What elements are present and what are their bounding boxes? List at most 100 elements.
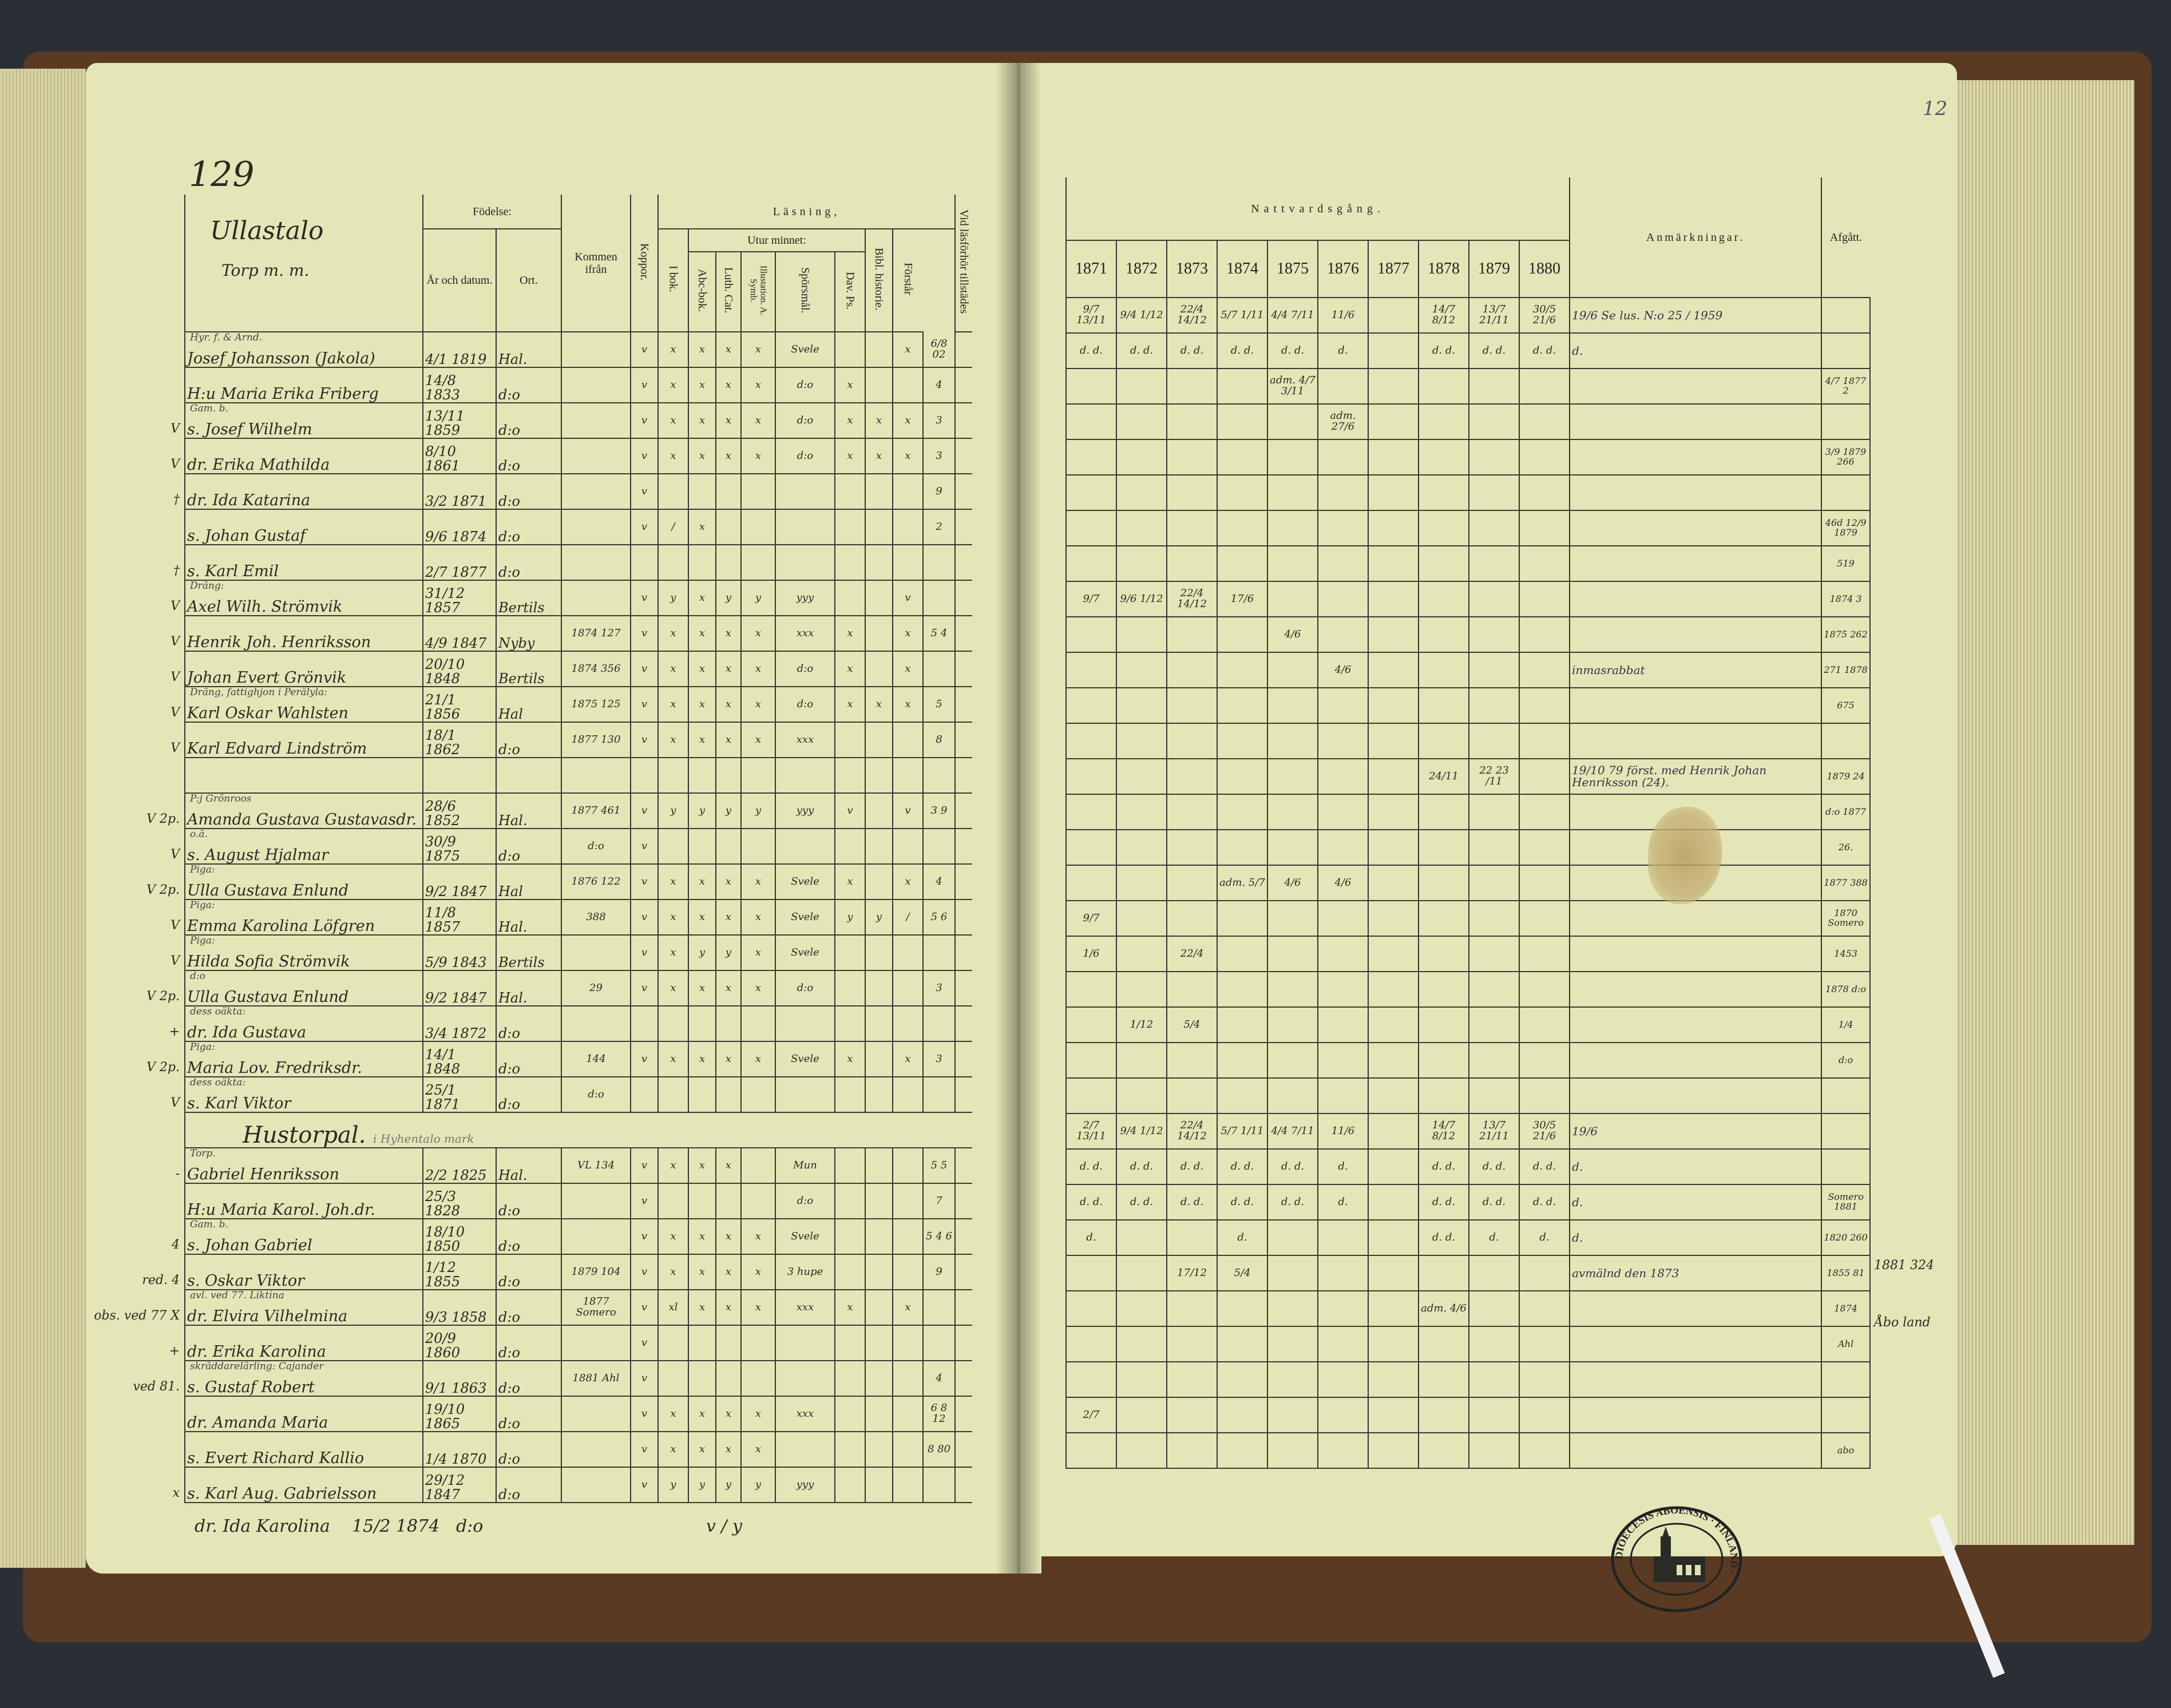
birth-place: d:o (496, 1396, 561, 1432)
communion-date: 5/4 (1217, 1255, 1267, 1291)
communion-date (1116, 1078, 1167, 1114)
reading-mark: x (865, 403, 893, 439)
communion-date: d. d. (1468, 333, 1519, 369)
reading-mark: x (865, 438, 893, 474)
reading-mark: v (630, 935, 658, 971)
reading-mark (892, 829, 923, 865)
reading-mark (775, 509, 835, 545)
reading-mark: x (892, 616, 923, 652)
communion-date (1267, 1078, 1318, 1114)
occupation-note: Hyr. f. & Arnd. (190, 332, 263, 343)
year-header: 1880 (1518, 240, 1570, 298)
reading-mark (834, 1361, 865, 1397)
communion-date (1518, 723, 1570, 759)
communion-date: 1/6 (1065, 936, 1116, 972)
communion-row: d. d. d. d. d. d. d. 1820 260 (1065, 1220, 1871, 1256)
reading-mark: x (715, 1219, 741, 1255)
name-cell (184, 758, 423, 794)
reading-mark: Svele (775, 1219, 835, 1255)
name-cell: - Torp. Gabriel Henriksson (176, 1148, 423, 1184)
remark (1569, 404, 1822, 440)
departed (1821, 333, 1871, 369)
communion-date (1065, 865, 1116, 901)
communion-row: adm. 4/7 3/11 4/7 1877 2 (1065, 368, 1871, 405)
communion-date: 4/6 (1317, 865, 1368, 901)
reading-mark (865, 1041, 893, 1077)
extra-cell (954, 829, 972, 865)
reading-mark: v (630, 438, 658, 474)
reading-mark (865, 1183, 893, 1219)
birth-date (422, 758, 496, 794)
reading-mark: y (715, 580, 741, 616)
below-name: dr. Ida Karolina (195, 1516, 330, 1536)
name-cell: V 2p. d:o Ulla Gustava Enlund (146, 970, 423, 1006)
reading-mark: v (630, 1041, 658, 1077)
communion-date (1116, 972, 1167, 1008)
reading-mark: x (657, 1432, 688, 1468)
communion-date (1166, 1326, 1217, 1362)
reading-mark: x (657, 687, 688, 723)
communion-date (1267, 439, 1318, 475)
birth-date: 11/8 1857 (422, 899, 496, 936)
reading-mark (922, 1467, 955, 1503)
reading-mark: Svele (775, 332, 835, 368)
communion-row: d. d. d. d. d. d. d. d. d. d. d. d. d. d. d. d. … (1065, 333, 1871, 369)
communion-date (1267, 1220, 1318, 1256)
remark (1569, 510, 1822, 546)
reading-mark: x (834, 1290, 865, 1326)
remark (1569, 1326, 1822, 1362)
communion-date (1368, 1397, 1419, 1433)
name-cell: s. Johan Gustaf (184, 509, 423, 545)
communion-date (1418, 510, 1469, 546)
reading-mark (922, 1325, 955, 1361)
reading-mark: Mun (775, 1148, 835, 1184)
reading-mark: x (688, 970, 716, 1006)
reading-mark: x (834, 687, 865, 723)
remark (1569, 1043, 1822, 1079)
page-number: 129 (189, 154, 255, 195)
reading-mark: x (715, 651, 741, 687)
table-row: V Karl Edvard Lindström 18/1 1862 d:o 1877 1… (171, 722, 972, 758)
communion-date (1267, 1255, 1318, 1291)
reading-mark (688, 474, 716, 510)
reading-mark (657, 1325, 688, 1361)
reading-mark (775, 545, 835, 581)
reading-mark: x (740, 1432, 775, 1468)
reading-mark: d:o (775, 438, 835, 474)
name-cell: V Henrik Joh. Henriksson (171, 616, 423, 652)
communion-date (1166, 475, 1217, 511)
reading-mark: x (740, 651, 775, 687)
reading-mark: d:o (775, 367, 835, 403)
table-row: V Dräng: Axel Wilh. Strömvik 31/12 1857 Bert… (171, 580, 972, 616)
reading-mark (865, 509, 893, 545)
reading-mark: x (715, 1432, 741, 1468)
reading-mark (892, 1254, 923, 1290)
departed: 1874 (1821, 1291, 1871, 1327)
reading-mark: x (740, 1254, 775, 1290)
communion-date: d. (1317, 1184, 1368, 1220)
communion-date: d. (1518, 1220, 1570, 1256)
extra-cell (954, 580, 972, 616)
reading-mark (892, 545, 923, 581)
header-forstar: Förstår (902, 263, 914, 295)
reading-mark: x (688, 332, 716, 368)
reading-mark: x (740, 970, 775, 1006)
person-name: s. Gustaf Robert (187, 1378, 315, 1396)
communion-date (1518, 1007, 1570, 1043)
communion-date (1518, 652, 1570, 688)
birth-place: d:o (496, 1183, 561, 1219)
birth-place: Nyby (496, 616, 561, 652)
communion-date (1468, 475, 1519, 511)
came-from: 1874 127 (561, 616, 631, 652)
table-row: x s. Karl Aug. Gabrielsson 29/12 1847 d:o v y… (173, 1467, 972, 1503)
communion-date (1065, 759, 1116, 795)
communion-row: d:o 1877 (1065, 794, 1871, 830)
reading-mark (740, 509, 775, 545)
reading-mark: 4 (922, 367, 955, 403)
communion-date (1368, 333, 1419, 369)
communion-date (1166, 652, 1217, 688)
communion-date (1217, 830, 1267, 866)
came-from (561, 1432, 631, 1468)
came-from: 1879 104 (561, 1254, 631, 1290)
